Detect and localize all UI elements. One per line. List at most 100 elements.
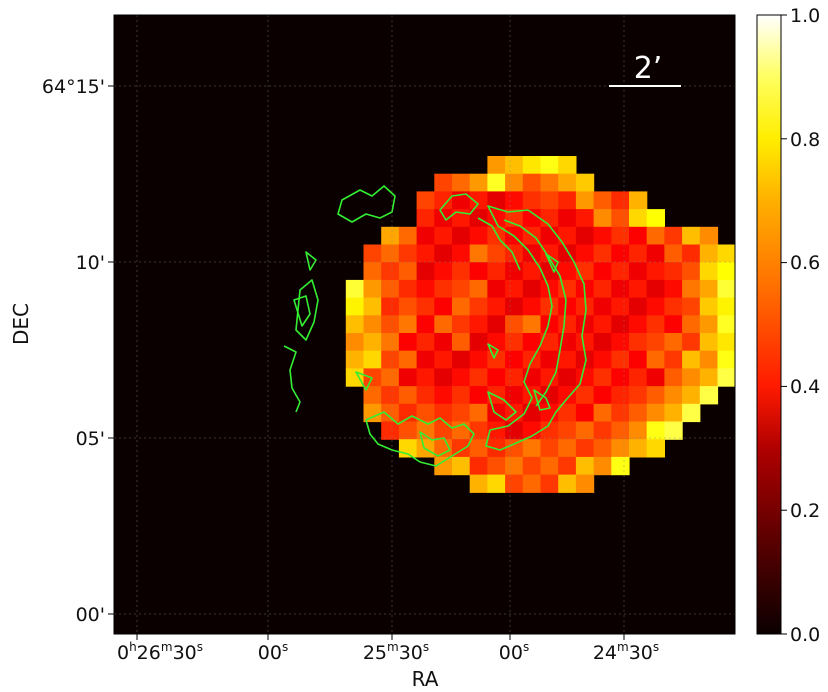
heatmap-cell	[611, 421, 630, 440]
heatmap-cell	[398, 421, 418, 440]
heatmap-cell	[682, 368, 701, 387]
heatmap-cell	[363, 333, 382, 352]
heatmap-cell	[487, 279, 506, 299]
x-tick-label: 0h26m30s	[117, 640, 203, 664]
heatmap-cell	[452, 209, 471, 228]
heatmap-cell	[452, 333, 471, 352]
heatmap-cell	[522, 333, 542, 352]
heatmap-cell	[416, 421, 435, 440]
heatmap-cell	[363, 403, 382, 423]
heatmap-cell	[398, 279, 418, 299]
heatmap-cell	[416, 244, 435, 263]
heatmap-cell	[505, 297, 524, 316]
heatmap-cell	[558, 209, 577, 228]
heatmap-cell	[540, 421, 559, 440]
x-tick-label: 00s	[258, 640, 288, 664]
heatmap-cell	[452, 456, 471, 476]
heatmap-cell	[434, 279, 453, 299]
heatmap-cell	[522, 439, 542, 458]
heatmap-cell	[664, 421, 683, 440]
heatmap-cell	[540, 439, 559, 458]
heatmap-cell	[682, 279, 701, 299]
heatmap-cell	[664, 315, 683, 334]
heatmap-cell	[363, 386, 382, 405]
heatmap-cell	[611, 315, 630, 334]
heatmap-cell	[699, 262, 719, 281]
heatmap-cell	[575, 456, 595, 476]
heatmap-cell	[646, 209, 665, 228]
heatmap-cell	[434, 368, 453, 387]
heatmap-cell	[717, 279, 735, 299]
heatmap-cell	[699, 333, 719, 352]
heatmap-cell	[611, 333, 630, 352]
heatmap-cell	[629, 209, 648, 228]
heatmap-cell	[593, 209, 612, 228]
heatmap-cell	[416, 368, 435, 387]
heatmap-cell	[469, 368, 488, 387]
heatmap-cell	[434, 333, 453, 352]
y-axis	[108, 85, 114, 615]
heatmap-cell	[434, 421, 453, 440]
heatmap-cell	[558, 456, 577, 476]
heatmap-cell	[699, 368, 719, 387]
heatmap-cell	[381, 244, 400, 263]
heatmap-cell	[505, 315, 524, 334]
heatmap-cell	[469, 456, 488, 476]
heatmap-cell	[575, 191, 595, 210]
heatmap-cell	[593, 456, 612, 476]
heatmap-cell	[575, 368, 595, 387]
heatmap-cell	[575, 439, 595, 458]
colorbar-tick-label: 1.0	[790, 5, 820, 27]
heatmap-cell	[646, 368, 665, 387]
heatmap-cell	[540, 456, 559, 476]
y-tick-labels: 64°15' 10' 05' 00'	[42, 76, 105, 626]
heatmap-cell	[717, 333, 735, 352]
heatmap-cell	[522, 474, 542, 493]
heatmap-cell	[434, 209, 453, 228]
heatmap-cell	[434, 456, 453, 476]
heatmap-cell	[629, 279, 648, 299]
heatmap-cell	[611, 456, 630, 476]
heatmap-cell	[434, 315, 453, 334]
heatmap-cell	[593, 421, 612, 440]
heatmap-cell	[487, 156, 506, 175]
heatmap-cell	[611, 386, 630, 405]
heatmap-cell	[540, 386, 559, 405]
heatmap-cell	[629, 403, 648, 423]
heatmap-cell	[434, 386, 453, 405]
heatmap-cell	[611, 439, 630, 458]
heatmap-cell	[398, 244, 418, 263]
scale-bar-label: 2’	[634, 51, 663, 86]
heatmap-cell	[593, 368, 612, 387]
heatmap-cell	[434, 297, 453, 316]
heatmap-cell	[558, 403, 577, 423]
heatmap-cell	[699, 297, 719, 316]
heatmap-cell	[398, 368, 418, 387]
heatmap-cell	[575, 421, 595, 440]
heatmap-cell	[416, 386, 435, 405]
heatmap-cell	[682, 262, 701, 281]
heatmap-cell	[452, 386, 471, 405]
heatmap-cell	[611, 368, 630, 387]
heatmap-cell	[452, 350, 471, 369]
heatmap-cell	[699, 279, 719, 299]
heatmap-cell	[540, 333, 559, 352]
heatmap-cell	[593, 386, 612, 405]
heatmap-cell	[469, 262, 488, 281]
heatmap-cell	[629, 368, 648, 387]
heatmap-cell	[522, 173, 542, 192]
heatmap-cell	[505, 156, 524, 175]
heatmap-cell	[381, 333, 400, 352]
heatmap-cell	[682, 350, 701, 369]
heatmap-cell	[434, 244, 453, 263]
heatmap-cell	[629, 191, 648, 210]
heatmap-cell	[646, 244, 665, 263]
heatmap-cell	[363, 244, 382, 263]
heatmap-cell	[469, 173, 488, 192]
heatmap-cell	[646, 421, 665, 440]
heatmap-cell	[682, 244, 701, 263]
heatmap-cell	[381, 226, 400, 246]
heatmap-cell	[363, 315, 382, 334]
heatmap-cell	[487, 368, 506, 387]
heatmap-cell	[487, 474, 506, 493]
